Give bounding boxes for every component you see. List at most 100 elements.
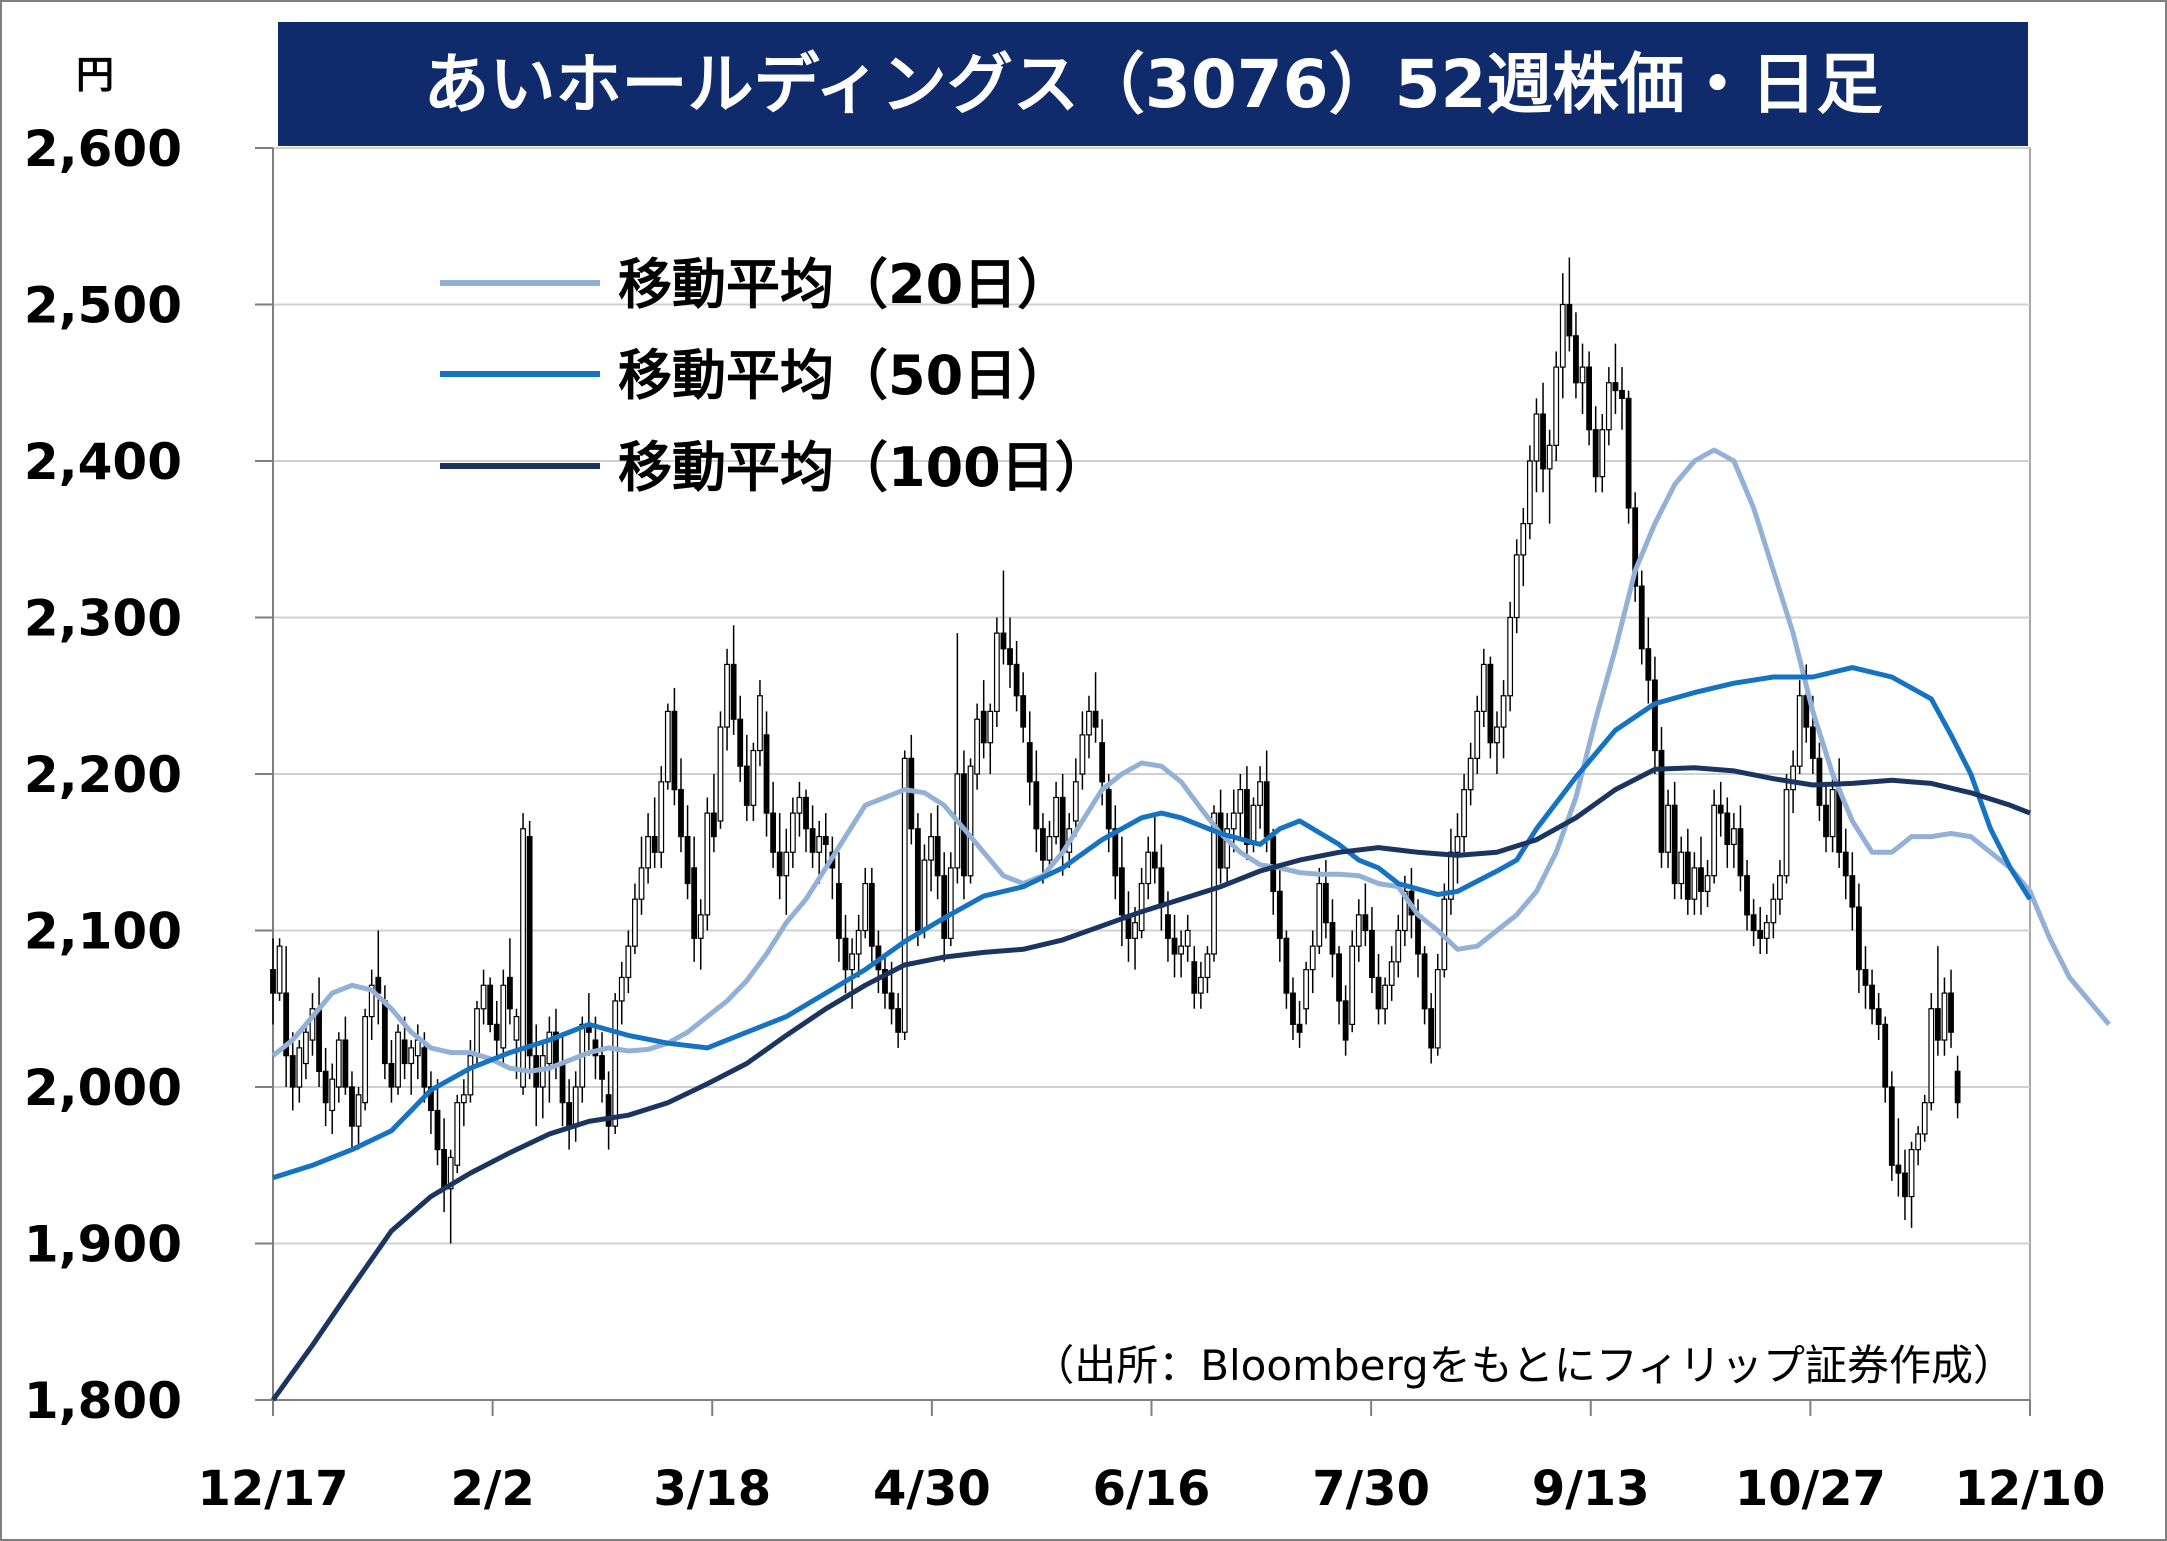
- candle-body: [914, 828, 921, 932]
- candle-body: [645, 835, 651, 869]
- candle-body: [1132, 922, 1138, 939]
- candle-body: [1007, 648, 1013, 666]
- candle-body: [1553, 366, 1560, 446]
- candle-body: [1191, 961, 1198, 994]
- candle-body: [1053, 796, 1059, 838]
- candle-body: [1678, 851, 1685, 885]
- candle-body: [1296, 1023, 1303, 1033]
- x-tick-label: 3/18: [653, 1461, 771, 1517]
- candle-body: [710, 812, 717, 838]
- candle-body: [1546, 444, 1553, 470]
- candle-body: [1342, 1000, 1349, 1041]
- legend: 移動平均（20日） 移動平均（50日） 移動平均（100日）: [440, 253, 1109, 499]
- candle-body: [349, 1086, 355, 1127]
- candle-body: [671, 710, 678, 791]
- candle-body: [1507, 616, 1514, 697]
- candle-body: [1211, 812, 1217, 955]
- candle-body: [842, 937, 849, 971]
- y-tick-label: 2,600: [24, 120, 182, 178]
- candle-body: [1290, 992, 1296, 1025]
- candle-body: [322, 1070, 329, 1104]
- candle-body: [1197, 976, 1204, 994]
- candle-body: [651, 835, 658, 853]
- candle-body: [612, 1000, 619, 1127]
- candle-body: [368, 984, 375, 1018]
- candle-body: [1217, 812, 1224, 869]
- y-axis-unit-label: 円: [76, 53, 114, 97]
- candle-body: [1770, 898, 1777, 924]
- candle-body: [1270, 835, 1277, 892]
- candle-body: [618, 976, 625, 1002]
- candle-body: [460, 1094, 467, 1104]
- candle-body: [836, 882, 842, 939]
- candle-body: [296, 1047, 303, 1088]
- candle-body: [362, 1015, 369, 1104]
- candle-body: [1856, 906, 1862, 971]
- candle-body: [566, 1102, 573, 1127]
- ma-series-line-2: [270, 765, 2031, 1402]
- candle-body: [1763, 922, 1770, 939]
- candle-body: [1079, 734, 1086, 775]
- candle-body: [1099, 742, 1106, 783]
- candle-body: [1579, 366, 1586, 384]
- candle-body: [1744, 875, 1750, 916]
- candle-body: [1448, 851, 1454, 900]
- candle-body: [678, 789, 684, 838]
- candle-body: [1750, 914, 1757, 932]
- candle-body: [921, 859, 928, 932]
- candle-body: [1737, 828, 1744, 877]
- candle-body: [276, 945, 283, 994]
- candle-body: [664, 710, 671, 783]
- candle-body: [941, 875, 948, 939]
- candle-body: [1658, 749, 1665, 853]
- x-tick-label: 4/30: [873, 1461, 991, 1517]
- candle-body: [1020, 695, 1027, 728]
- candle-body: [467, 1055, 474, 1096]
- candle-body: [1500, 695, 1507, 728]
- candle-body: [1691, 867, 1698, 900]
- candle-body: [500, 984, 507, 1049]
- candle-body: [434, 1109, 441, 1151]
- candle-body: [1652, 679, 1658, 752]
- candle-body: [375, 976, 382, 994]
- title-banner: [278, 22, 2028, 146]
- y-tick-label: 2,000: [24, 1059, 182, 1117]
- candle-body: [1322, 882, 1329, 924]
- candle-body: [632, 898, 638, 947]
- candle-body: [1684, 851, 1691, 900]
- moving-average-lines: [270, 447, 2111, 1402]
- candle-body: [1625, 397, 1632, 509]
- candle-body: [1605, 382, 1612, 431]
- candle-body: [1026, 742, 1033, 783]
- candle-body: [520, 828, 526, 1088]
- candle-body: [1540, 413, 1546, 470]
- candle-body: [895, 1008, 902, 1033]
- candle-body: [763, 734, 770, 814]
- candle-body: [1711, 804, 1718, 877]
- candle-body: [1329, 922, 1336, 955]
- candle-body: [816, 835, 823, 853]
- candle-body: [1783, 789, 1790, 877]
- candle-body: [1717, 804, 1724, 814]
- candle-body: [1533, 413, 1540, 462]
- candle-body: [289, 1055, 296, 1088]
- candlesticks: [270, 257, 1961, 1244]
- candle-body: [487, 984, 494, 1026]
- candle-body: [283, 992, 290, 1057]
- candle-body: [1803, 695, 1810, 728]
- candle-body: [1395, 929, 1402, 963]
- candle-body: [1829, 789, 1836, 838]
- candle-body: [1059, 796, 1066, 853]
- candle-body: [1632, 507, 1639, 587]
- candle-body: [1638, 585, 1645, 650]
- candle-body: [316, 1008, 322, 1072]
- y-tick-label: 2,400: [24, 433, 182, 491]
- candle-body: [1454, 835, 1461, 853]
- x-tick-label: 12/10: [1954, 1461, 2105, 1517]
- candle-body: [1362, 914, 1369, 932]
- candle-body: [1526, 460, 1533, 525]
- candle-body: [967, 765, 974, 877]
- horizontal-gridlines: [273, 147, 2030, 1245]
- x-tick-label: 6/16: [1093, 1461, 1211, 1517]
